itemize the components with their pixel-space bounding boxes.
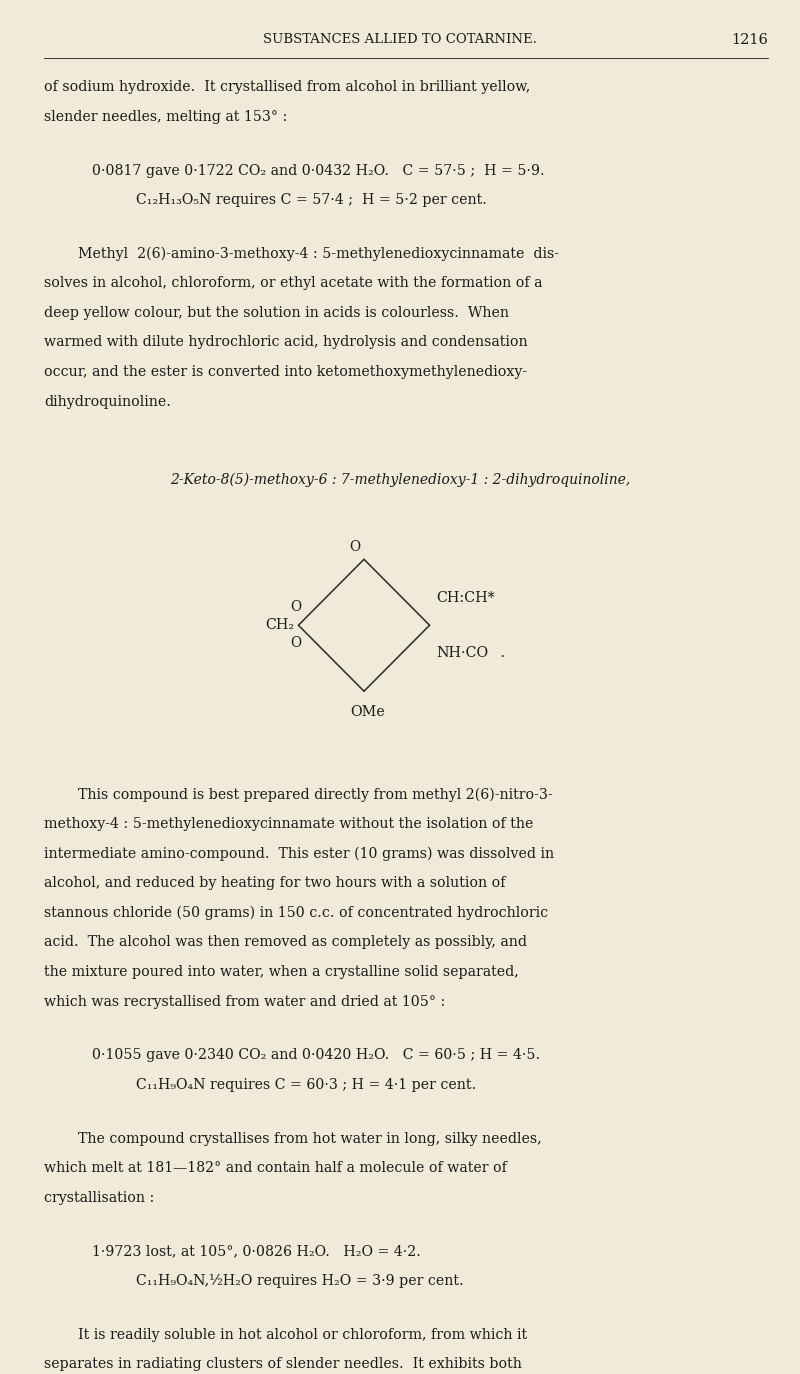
Text: which was recrystallised from water and dried at 105° :: which was recrystallised from water and … [44,995,446,1009]
Text: methoxy-4 : 5-methylenedioxycinnamate without the isolation of the: methoxy-4 : 5-methylenedioxycinnamate wi… [44,818,534,831]
Text: SUBSTANCES ALLIED TO COTARNINE.: SUBSTANCES ALLIED TO COTARNINE. [263,33,537,45]
Text: OMe: OMe [350,705,386,719]
Text: C₁₁H₉O₄N,½H₂O requires H₂O = 3·9 per cent.: C₁₁H₉O₄N,½H₂O requires H₂O = 3·9 per cen… [136,1274,464,1289]
Text: 2-Keto-8(5)-methoxy-6 : 7-methylenedioxy-1 : 2-dihydroquinoline,: 2-Keto-8(5)-methoxy-6 : 7-methylenedioxy… [170,473,630,486]
Text: separates in radiating clusters of slender needles.  It exhibits both: separates in radiating clusters of slend… [44,1358,522,1371]
Text: 1216: 1216 [731,33,768,47]
Text: 1·9723 lost, at 105°, 0·0826 H₂O.   H₂O = 4·2.: 1·9723 lost, at 105°, 0·0826 H₂O. H₂O = … [92,1245,421,1259]
Text: the mixture poured into water, when a crystalline solid separated,: the mixture poured into water, when a cr… [44,965,518,978]
Text: solves in alcohol, chloroform, or ethyl acetate with the formation of a: solves in alcohol, chloroform, or ethyl … [44,276,542,290]
Text: CH:CH*: CH:CH* [436,591,494,605]
Text: crystallisation :: crystallisation : [44,1191,154,1205]
Text: acid.  The alcohol was then removed as completely as possibly, and: acid. The alcohol was then removed as co… [44,936,527,949]
Text: warmed with dilute hydrochloric acid, hydrolysis and condensation: warmed with dilute hydrochloric acid, hy… [44,335,528,349]
Text: This compound is best prepared directly from methyl 2(6)-nitro-3-: This compound is best prepared directly … [78,787,552,802]
Text: CH₂: CH₂ [266,618,294,632]
Text: which melt at 181—182° and contain half a molecule of water of: which melt at 181—182° and contain half … [44,1161,507,1175]
Text: .: . [496,646,505,660]
Text: alcohol, and reduced by heating for two hours with a solution of: alcohol, and reduced by heating for two … [44,877,506,890]
Text: NH·CO: NH·CO [436,646,488,660]
Text: O: O [290,600,302,614]
Text: slender needles, melting at 153° :: slender needles, melting at 153° : [44,110,287,124]
Text: of sodium hydroxide.  It crystallised from alcohol in brilliant yellow,: of sodium hydroxide. It crystallised fro… [44,80,530,95]
Text: occur, and the ester is converted into ketomethoxymethylenedioxy-: occur, and the ester is converted into k… [44,365,527,379]
Text: C₁₂H₁₃O₅N requires C = 57·4 ;  H = 5·2 per cent.: C₁₂H₁₃O₅N requires C = 57·4 ; H = 5·2 pe… [136,194,487,207]
Text: O: O [290,636,302,650]
Text: 0·1055 gave 0·2340 CO₂ and 0·0420 H₂O.   C = 60·5 ; H = 4·5.: 0·1055 gave 0·2340 CO₂ and 0·0420 H₂O. C… [92,1048,540,1062]
Text: dihydroquinoline.: dihydroquinoline. [44,394,171,408]
Text: intermediate amino-compound.  This ester (10 grams) was dissolved in: intermediate amino-compound. This ester … [44,846,554,861]
Text: It is readily soluble in hot alcohol or chloroform, from which it: It is readily soluble in hot alcohol or … [78,1327,526,1342]
Text: 0·0817 gave 0·1722 CO₂ and 0·0432 H₂O.   C = 57·5 ;  H = 5·9.: 0·0817 gave 0·1722 CO₂ and 0·0432 H₂O. C… [92,164,545,177]
Text: O: O [349,540,360,554]
Text: C₁₁H₉O₄N requires C = 60·3 ; H = 4·1 per cent.: C₁₁H₉O₄N requires C = 60·3 ; H = 4·1 per… [136,1077,476,1092]
Text: The compound crystallises from hot water in long, silky needles,: The compound crystallises from hot water… [78,1132,542,1146]
Text: deep yellow colour, but the solution in acids is colourless.  When: deep yellow colour, but the solution in … [44,306,509,320]
Text: stannous chloride (50 grams) in 150 c.c. of concentrated hydrochloric: stannous chloride (50 grams) in 150 c.c.… [44,905,548,921]
Text: Methyl  2(6)-amino-3-methoxy-4 : 5-methylenedioxycinnamate  dis-: Methyl 2(6)-amino-3-methoxy-4 : 5-methyl… [78,247,558,261]
